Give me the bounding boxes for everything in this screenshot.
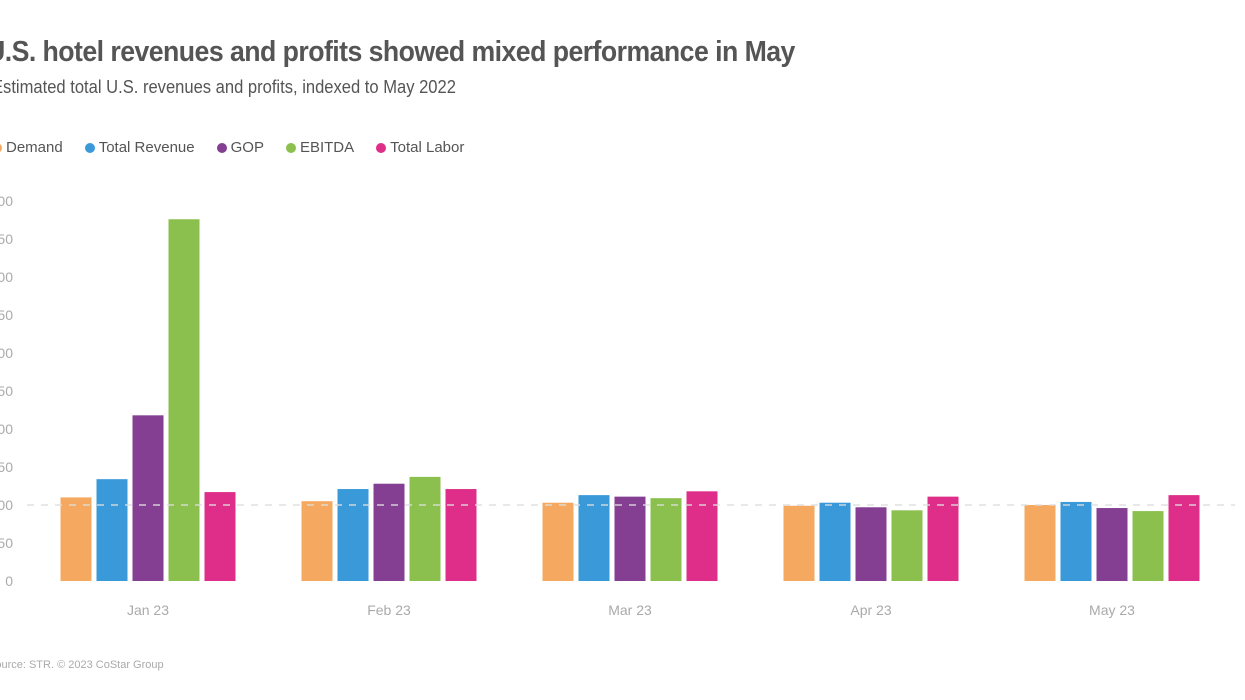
bar-ebitda	[891, 510, 923, 581]
bar-total-revenue	[1060, 501, 1092, 581]
bar-total-labor	[204, 492, 236, 581]
bar-gop	[132, 415, 164, 581]
legend-label: Total Revenue	[98, 139, 195, 156]
y-tick-label: 300	[0, 345, 13, 361]
legend-label: GOP	[230, 139, 264, 156]
legend-item[interactable]: Demand	[0, 139, 63, 156]
bar-ebitda	[1132, 511, 1164, 581]
bar-total-labor	[445, 489, 477, 581]
legend-dot	[216, 142, 227, 153]
bar-ebitda	[409, 476, 441, 581]
bar-demand	[301, 501, 333, 581]
bar-total-labor	[1168, 495, 1200, 581]
legend-item[interactable]: GOP	[216, 139, 264, 156]
y-tick-label: 350	[0, 307, 13, 323]
bar-gop	[614, 496, 646, 581]
bar-total-revenue	[337, 489, 369, 581]
source-note: Source: STR. © 2023 CoStar Group	[0, 659, 164, 671]
bar-demand	[542, 502, 574, 581]
bar-total-labor	[927, 496, 959, 581]
y-tick-label: 0	[5, 573, 13, 589]
chart-subtitle: Estimated total U.S. revenues and profit…	[0, 77, 456, 97]
y-tick-label: 500	[0, 193, 13, 209]
legend-dot	[0, 142, 2, 153]
x-tick-label: Apr 23	[850, 602, 891, 618]
legend-item[interactable]: Total Labor	[376, 139, 464, 156]
chart-title: U.S. hotel revenues and profits showed m…	[0, 36, 795, 68]
bar-demand	[1024, 505, 1056, 581]
bar-total-labor	[686, 491, 718, 581]
legend-label: Total Labor	[390, 139, 465, 156]
bar-ebitda	[650, 498, 682, 581]
y-tick-label: 400	[0, 269, 13, 285]
y-tick-label: 250	[0, 383, 13, 399]
legend: Demand Total Revenue GOP EBITDA Total Labor	[0, 139, 464, 156]
bar-gop	[373, 483, 405, 581]
legend-label: EBITDA	[299, 139, 355, 156]
y-tick-label: 50	[0, 535, 13, 551]
x-tick-label: Mar 23	[608, 602, 652, 618]
bar-gop	[1096, 508, 1128, 581]
legend-dot	[84, 142, 95, 153]
bar-total-revenue	[819, 502, 851, 581]
y-tick-label: 450	[0, 231, 13, 247]
bar-gop	[855, 507, 887, 581]
legend-item[interactable]: EBITDA	[285, 139, 355, 156]
y-tick-label: 150	[0, 459, 13, 475]
legend-item[interactable]: Total Revenue	[84, 139, 195, 156]
legend-dot	[285, 142, 296, 153]
x-tick-label: Jan 23	[127, 602, 169, 618]
legend-dot	[376, 142, 387, 153]
bar-demand	[60, 497, 92, 581]
x-tick-label: Feb 23	[367, 602, 411, 618]
bar-total-revenue	[96, 479, 128, 581]
bar-ebitda	[168, 219, 200, 582]
bar-demand	[783, 505, 815, 581]
y-tick-label: 200	[0, 421, 13, 437]
bar-total-revenue	[578, 495, 610, 581]
legend-label: Demand	[6, 139, 63, 156]
x-tick-label: May 23	[1089, 602, 1135, 618]
y-tick-label: 100	[0, 497, 13, 513]
